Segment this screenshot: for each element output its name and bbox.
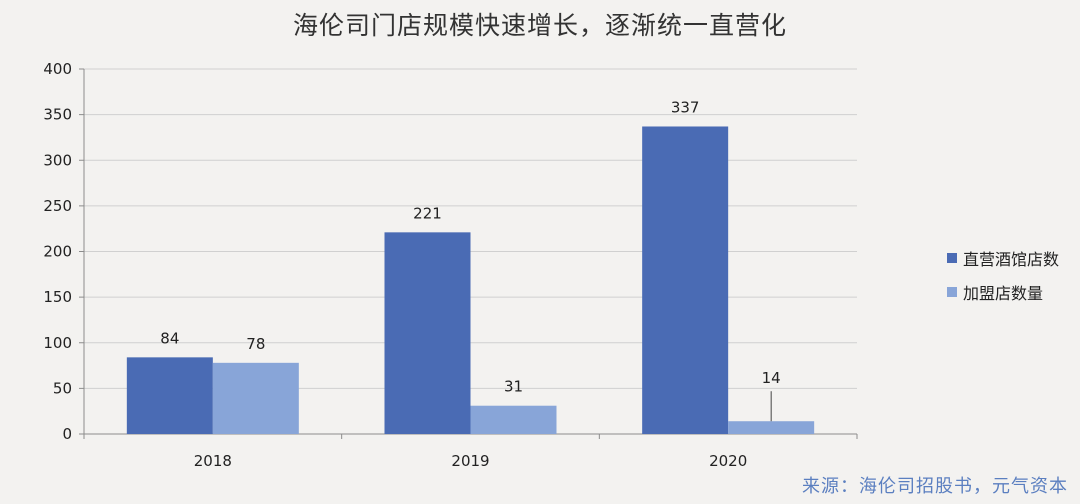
data-labels: 84 78 221 31 337 14 bbox=[160, 98, 781, 422]
bar bbox=[642, 126, 729, 435]
data-label: 78 bbox=[246, 335, 265, 353]
y-tick-label: 400 bbox=[43, 60, 72, 78]
data-label: 84 bbox=[160, 329, 179, 347]
bar bbox=[212, 362, 299, 434]
data-label: 14 bbox=[762, 369, 781, 387]
x-tick-label: 2018 bbox=[194, 452, 232, 470]
legend-swatch-franchise bbox=[947, 287, 957, 297]
bar bbox=[384, 232, 471, 434]
source-note: 来源：海伦司招股书，元气资本 bbox=[802, 476, 1068, 497]
y-tick-label: 100 bbox=[43, 334, 72, 352]
y-tick-label: 150 bbox=[43, 288, 72, 306]
bars bbox=[126, 126, 815, 435]
y-tick-label: 300 bbox=[43, 151, 72, 169]
legend-item-franchise: 加盟店数量 bbox=[947, 280, 1059, 304]
bar bbox=[728, 421, 815, 434]
x-tick-label: 2019 bbox=[451, 452, 489, 470]
legend-swatch-direct bbox=[947, 253, 957, 263]
legend: 直营酒馆店数 加盟店数量 bbox=[947, 246, 1059, 314]
y-tick-label: 200 bbox=[43, 243, 72, 261]
x-tick-label: 2020 bbox=[709, 452, 747, 470]
legend-label-franchise: 加盟店数量 bbox=[963, 284, 1044, 303]
y-tick-label: 350 bbox=[43, 106, 72, 124]
y-tick-label: 50 bbox=[53, 379, 72, 397]
bar bbox=[470, 405, 557, 434]
data-label: 337 bbox=[671, 98, 700, 116]
legend-label-direct: 直营酒馆店数 bbox=[963, 250, 1060, 269]
y-tick-label: 0 bbox=[62, 425, 72, 443]
legend-item-direct: 直营酒馆店数 bbox=[947, 246, 1059, 270]
y-tick-label: 250 bbox=[43, 197, 72, 215]
bar bbox=[126, 357, 213, 434]
data-label: 31 bbox=[504, 378, 523, 396]
chart-title: 海伦司门店规模快速增长，逐渐统一直营化 bbox=[292, 11, 787, 40]
data-label: 221 bbox=[413, 204, 442, 222]
